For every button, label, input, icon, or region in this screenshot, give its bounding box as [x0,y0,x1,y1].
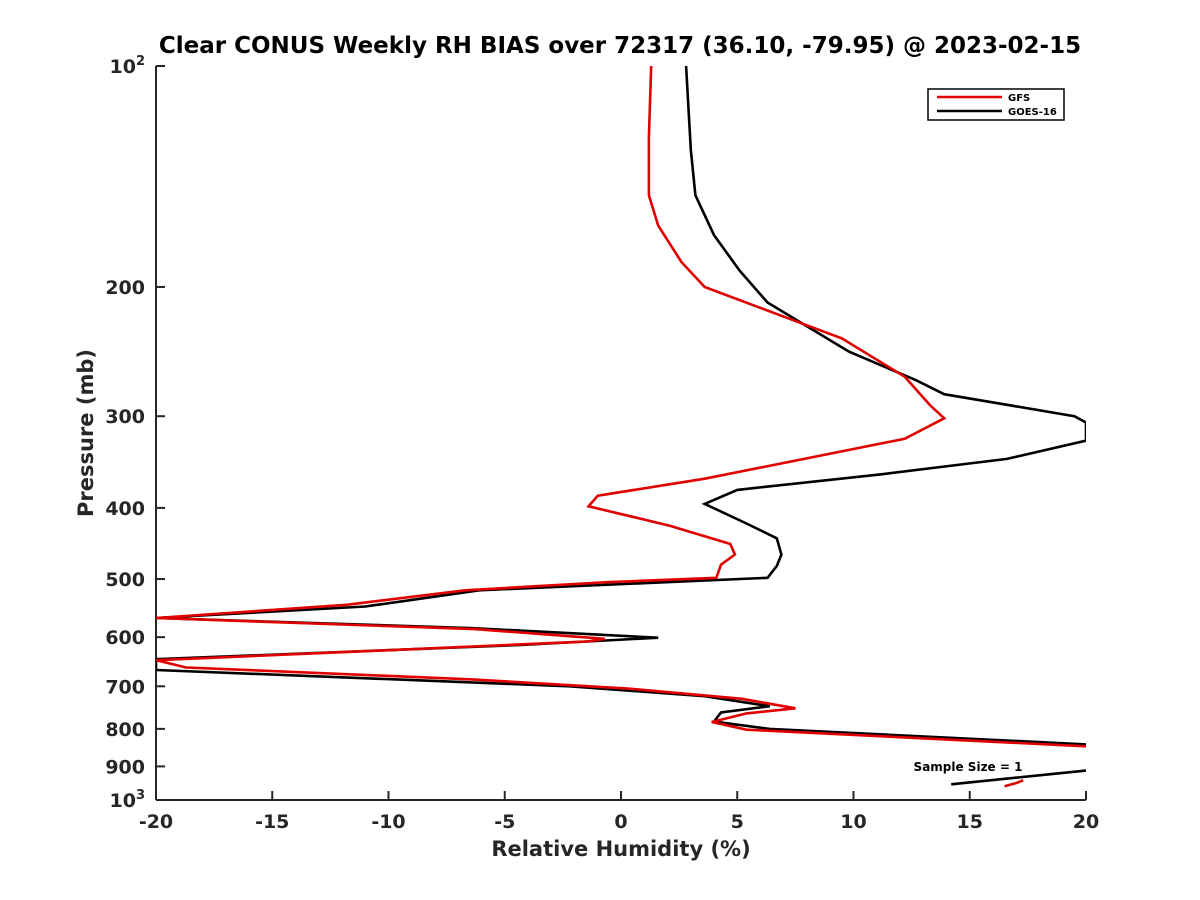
y-tick-label: 900 [105,756,145,778]
y-tick-label: 400 [105,498,145,520]
x-axis-label: Relative Humidity (%) [491,837,750,861]
x-tick-label: 5 [731,811,744,833]
legend-label-gfs: GFS [1008,93,1030,104]
x-tick-label: 0 [614,811,627,833]
legend-label-goes-16: GOES-16 [1008,107,1057,118]
x-tick-label: -15 [255,811,289,833]
x-tick-label: -5 [494,811,515,833]
x-tick-label: -20 [139,811,173,833]
x-tick-label: -10 [371,811,405,833]
x-tick-label: 20 [1073,811,1099,833]
y-tick-label: 500 [105,569,145,591]
y-tick-label: 200 [105,277,145,299]
sample-size-line-gfs [1004,779,1024,788]
y-axis-label: Pressure (mb) [74,349,98,517]
y-tick-label: 300 [105,406,145,428]
sample-size-annotation: Sample Size = 1 [914,760,1023,774]
y-tick-label: 600 [105,627,145,649]
y-tick-label: 102 [110,54,146,78]
legend-box [927,88,1065,121]
series-line-goes-16 [156,66,1086,746]
x-axis-ticks: -20 -15 -10 -5 0 5 10 15 20 [139,791,1099,833]
y-tick-label: 800 [105,719,145,741]
legend: GFS GOES-16 [927,88,1065,121]
sample-size-line-goes-16 [951,769,1086,786]
x-tick-label: 10 [840,811,866,833]
x-tick-label: 15 [957,811,983,833]
y-axis-ticks: 102 200 300 400 500 600 700 800 900 103 [105,54,165,812]
y-tick-label: 700 [105,676,145,698]
chart-title: Clear CONUS Weekly RH BIAS over 72317 (3… [159,33,1081,59]
series-line-gfs [156,66,1086,748]
y-tick-label: 103 [110,788,146,812]
series-group [156,66,1086,788]
